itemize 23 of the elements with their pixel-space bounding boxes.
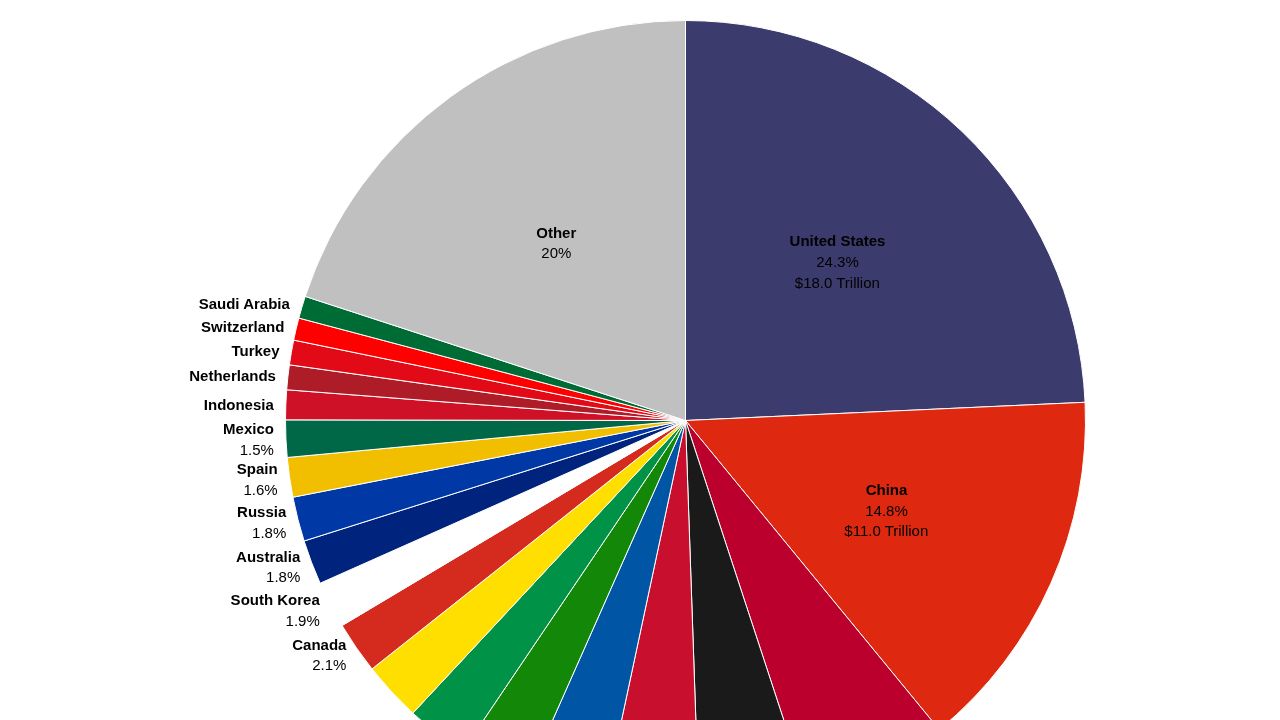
data-label: 1.6% xyxy=(243,481,278,499)
slice-label: Mexico xyxy=(223,420,274,438)
data-label: 1.8% xyxy=(266,568,301,586)
slice-label: Other xyxy=(536,223,577,241)
data-label: 20% xyxy=(541,244,572,262)
data-label: 1.8% xyxy=(252,524,287,542)
slice-label: Canada xyxy=(292,635,348,653)
slice-label: Spain xyxy=(236,460,278,478)
data-label: 1.5% xyxy=(239,441,274,459)
slice-label: United States xyxy=(789,232,886,250)
slice-label: Turkey xyxy=(231,341,281,359)
slice-label: Switzerland xyxy=(201,317,285,335)
slice-label: Saudi Arabia xyxy=(198,295,291,313)
data-label: 24.3% $18.0 Trillion xyxy=(794,252,880,291)
data-label: 1.9% xyxy=(285,612,320,630)
slice-label: Australia xyxy=(236,547,301,565)
data-label: 14.8% $11.0 Trillion xyxy=(844,501,929,540)
data-label: 2.1% xyxy=(312,656,347,674)
slice-label: Netherlands xyxy=(189,367,276,385)
slice-label: South Korea xyxy=(230,591,321,609)
slice-label: China xyxy=(865,480,908,498)
slice-label: Indonesia xyxy=(203,395,275,413)
slice-label: Russia xyxy=(237,503,287,521)
